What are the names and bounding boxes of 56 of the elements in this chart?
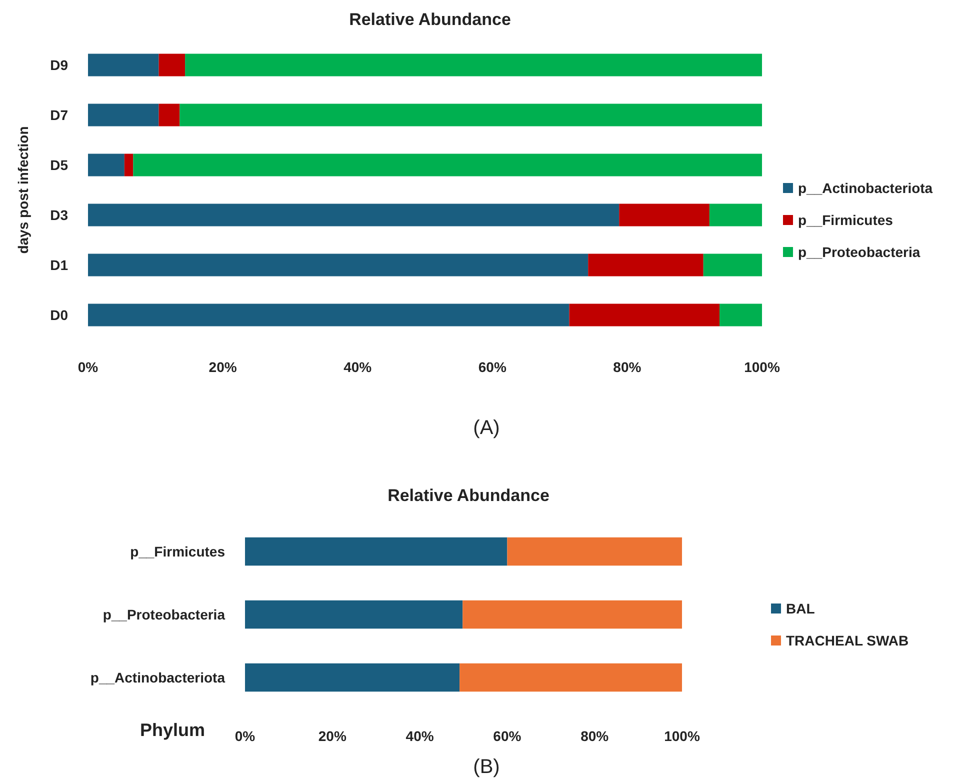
bar [245,600,463,629]
text: (B) [473,756,500,778]
legend-label: p__Firmicutes [798,212,894,228]
x-tick-label: 0% [78,359,99,375]
text: (A) [473,417,500,439]
bar [88,254,588,276]
x-tick-label: 20% [318,728,347,744]
x-tick-label: 100% [664,728,700,744]
bar [124,154,134,176]
x-tick-label: 0% [234,728,256,744]
x-tick-label: 40% [406,728,434,744]
bar [133,154,762,176]
bar [88,204,620,226]
y-tick-label: p__Actinobacteriota [90,670,226,686]
x-tick-label: 100% [744,359,780,375]
x-tick-label: 40% [344,359,372,375]
bar [245,537,508,566]
y-tick-label: D1 [50,257,68,273]
bar [720,304,762,326]
bar [569,304,720,326]
bar [703,254,762,276]
bar [180,104,762,126]
bar [588,254,704,276]
chart-title: Relative Abundance [349,10,511,29]
bar [88,304,570,326]
y-tick-label: p__Proteobacteria [102,606,226,622]
x-tick-label: 60% [478,359,507,375]
y-tick-label: p__Firmicutes [130,544,226,560]
x-tick-label: 80% [613,359,642,375]
y-axis-title: days post infection [15,126,31,254]
legend-label: BAL [786,600,816,616]
x-tick-label: 20% [208,359,238,375]
y-tick-label: D5 [50,157,68,173]
legend-label: p__Actinobacteriota [798,180,933,196]
bar [245,663,460,692]
y-tick-label: D7 [50,107,68,123]
bar [460,663,682,692]
bar [709,204,762,226]
bar [88,104,159,126]
bar [462,600,682,629]
y-tick-label: D9 [50,57,68,73]
chart-title: Relative Abundance [388,486,550,505]
y-tick-label: D0 [50,307,68,323]
legend-label: TRACHEAL SWAB [786,632,909,648]
bar [185,54,762,76]
x-tick-label: 80% [580,728,610,744]
bar [507,537,682,566]
x-tick-label: 60% [493,728,522,744]
legend-label: p__Proteobacteria [798,244,920,260]
y-axis-title: Phylum [140,720,205,740]
bar [158,54,186,76]
bar [88,54,159,76]
bar [158,104,180,126]
bar [619,204,710,226]
bar [88,154,124,176]
y-tick-label: D3 [50,207,68,223]
